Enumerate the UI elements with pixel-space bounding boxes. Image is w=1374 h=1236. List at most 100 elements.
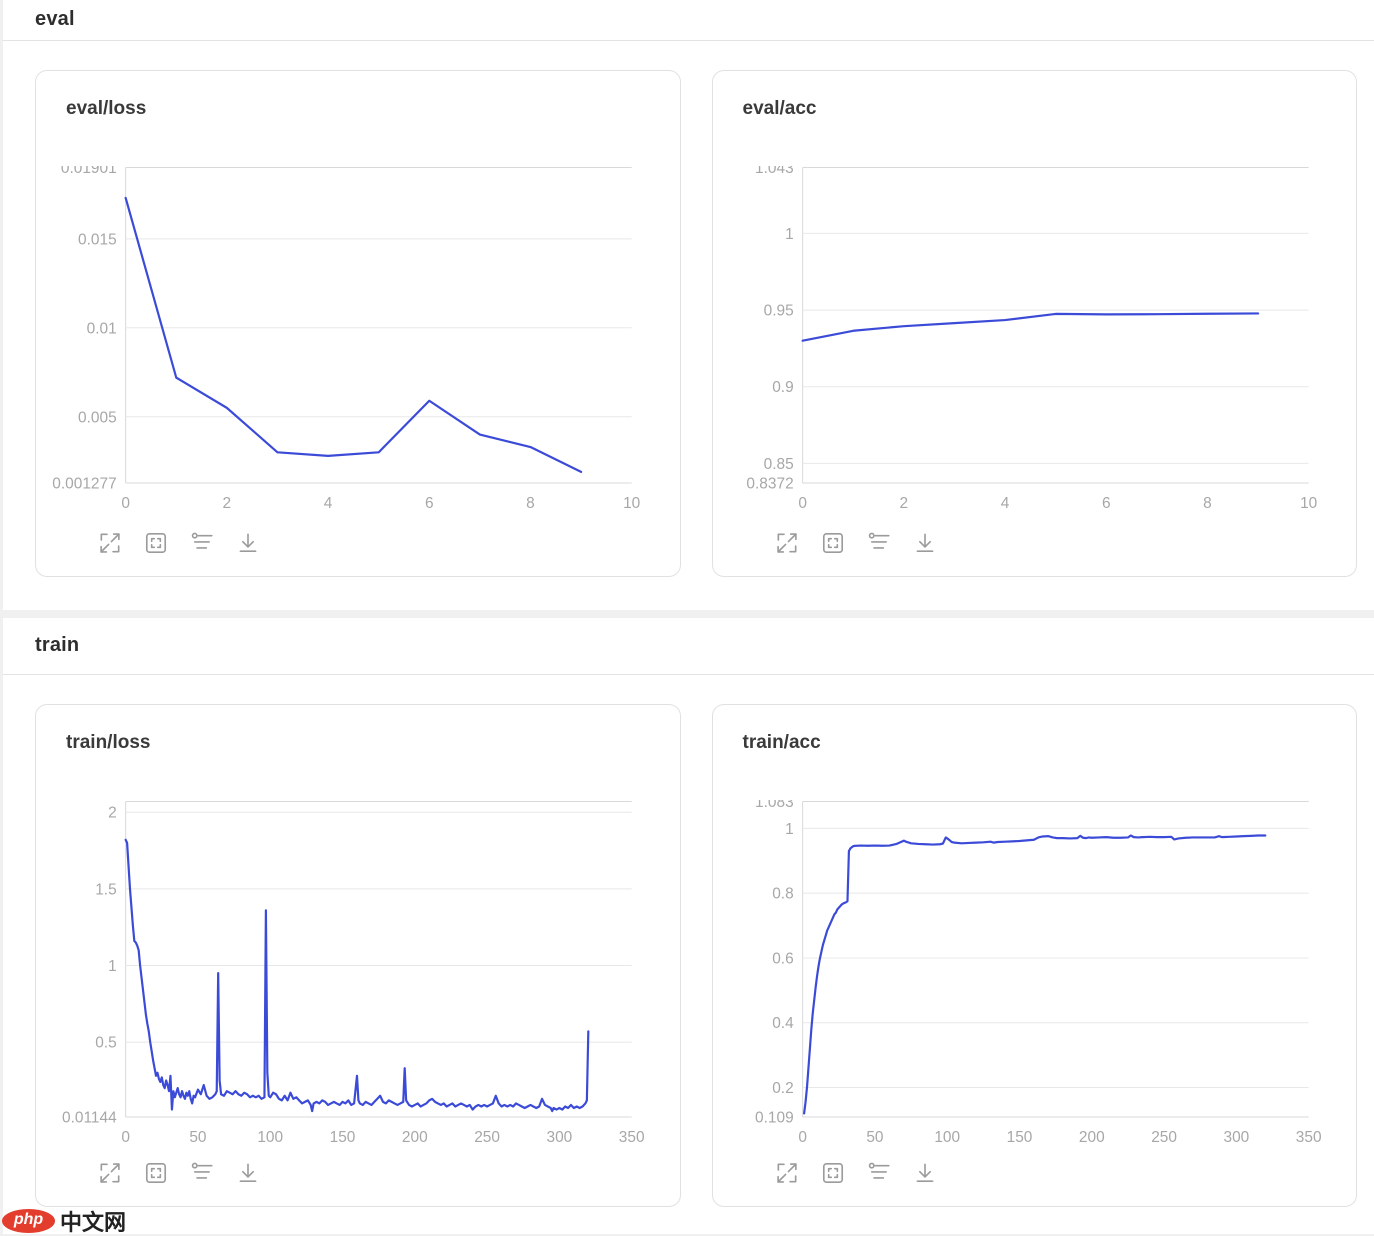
- chart-toolbar: [774, 530, 938, 556]
- svg-text:0.9: 0.9: [772, 379, 793, 396]
- eval-cards-row: eval/loss 0.01901 0.015 0.01 0.005 0.001277 0…: [3, 41, 1374, 610]
- svg-text:0: 0: [798, 1129, 807, 1146]
- svg-text:2: 2: [223, 495, 232, 512]
- smoothing-filter-icon: [191, 532, 213, 549]
- eval-section-header: eval: [3, 0, 1374, 41]
- svg-text:250: 250: [1151, 1129, 1177, 1146]
- download-icon[interactable]: [912, 1160, 938, 1186]
- expand-icon[interactable]: [97, 1160, 123, 1186]
- svg-text:0.005: 0.005: [78, 409, 117, 426]
- svg-text:0.8: 0.8: [772, 886, 793, 903]
- php-logo-badge: php: [2, 1209, 55, 1233]
- svg-text:300: 300: [1223, 1129, 1249, 1146]
- svg-text:0.2: 0.2: [772, 1080, 793, 1097]
- svg-text:100: 100: [257, 1129, 283, 1146]
- smoothing-filter-icon[interactable]: [189, 530, 215, 556]
- fit-view-icon: [145, 532, 167, 554]
- section-divider: [0, 610, 1374, 618]
- fit-view-icon: [145, 1162, 167, 1184]
- train-section: train train/loss 2 1.5 1 0.5 0.01144 0 50 100 15…: [3, 618, 1374, 1234]
- svg-text:150: 150: [1006, 1129, 1032, 1146]
- svg-text:6: 6: [1101, 495, 1110, 512]
- download-icon[interactable]: [912, 530, 938, 556]
- svg-text:300: 300: [547, 1129, 573, 1146]
- fit-view-icon: [822, 532, 843, 554]
- svg-text:0.6: 0.6: [772, 950, 793, 967]
- chart-toolbar: [97, 1160, 261, 1186]
- svg-text:0.8372: 0.8372: [746, 475, 793, 492]
- smoothing-filter-icon[interactable]: [866, 530, 892, 556]
- download-icon: [239, 1163, 257, 1182]
- chart-title: train/loss: [66, 732, 151, 753]
- svg-text:1: 1: [785, 226, 794, 243]
- fit-view-icon: [822, 1162, 843, 1184]
- svg-text:4: 4: [1000, 495, 1009, 512]
- svg-text:1: 1: [785, 821, 794, 838]
- chart-card-eval-loss: eval/loss 0.01901 0.015 0.01 0.005 0.001277 0…: [35, 70, 681, 577]
- eval-loss-chart[interactable]: 0.01901 0.015 0.01 0.005 0.001277 0 2 4 6 8 10: [36, 166, 680, 516]
- chart-card-train-loss: train/loss 2 1.5 1 0.5 0.01144 0 50 100 150 200 25…: [35, 704, 681, 1207]
- svg-text:0.85: 0.85: [763, 456, 793, 473]
- download-icon: [916, 1163, 933, 1182]
- expand-icon[interactable]: [774, 1160, 800, 1186]
- fit-view-icon[interactable]: [820, 1160, 846, 1186]
- svg-text:10: 10: [1300, 495, 1317, 512]
- svg-text:350: 350: [1295, 1129, 1321, 1146]
- svg-text:0.95: 0.95: [763, 303, 793, 320]
- download-icon[interactable]: [235, 1160, 261, 1186]
- svg-text:2: 2: [899, 495, 908, 512]
- svg-text:100: 100: [934, 1129, 960, 1146]
- svg-text:250: 250: [474, 1129, 500, 1146]
- svg-text:200: 200: [402, 1129, 428, 1146]
- smoothing-filter-icon: [868, 1162, 890, 1179]
- svg-text:8: 8: [1203, 495, 1212, 512]
- expand-icon: [776, 1163, 797, 1183]
- expand-icon[interactable]: [774, 530, 800, 556]
- chart-toolbar: [774, 1160, 938, 1186]
- svg-text:0.01901: 0.01901: [61, 166, 117, 177]
- fit-view-icon[interactable]: [820, 530, 846, 556]
- chart-toolbar: [97, 530, 261, 556]
- svg-text:200: 200: [1078, 1129, 1104, 1146]
- fit-view-icon[interactable]: [143, 530, 169, 556]
- smoothing-filter-icon[interactable]: [866, 1160, 892, 1186]
- section-title-eval: eval: [35, 8, 75, 30]
- svg-text:0.01144: 0.01144: [62, 1109, 117, 1126]
- expand-icon: [100, 1163, 120, 1183]
- svg-text:50: 50: [866, 1129, 883, 1146]
- expand-icon: [776, 533, 797, 553]
- smoothing-filter-icon[interactable]: [189, 1160, 215, 1186]
- eval-section: eval eval/loss 0.01901 0.015 0.01 0.005 0.00…: [3, 0, 1374, 610]
- svg-text:0.01: 0.01: [87, 320, 117, 337]
- download-icon: [239, 533, 257, 552]
- eval-acc-chart[interactable]: 1.043 1 0.95 0.9 0.85 0.8372 0 2 4 6 8 10: [713, 166, 1357, 516]
- svg-text:0.4: 0.4: [772, 1015, 794, 1032]
- php-logo-text: 中文网: [60, 1210, 127, 1235]
- svg-text:4: 4: [324, 495, 333, 512]
- svg-text:0: 0: [798, 495, 807, 512]
- chart-card-train-acc: train/acc 1.083 1 0.8 0.6 0.4 0.2 0.109 0 50 100 1…: [711, 704, 1357, 1207]
- svg-text:50: 50: [189, 1129, 206, 1146]
- svg-text:0.109: 0.109: [755, 1109, 794, 1126]
- svg-text:10: 10: [623, 495, 640, 512]
- fit-view-icon[interactable]: [143, 1160, 169, 1186]
- chart-title: train/acc: [742, 732, 821, 753]
- train-cards-row: train/loss 2 1.5 1 0.5 0.01144 0 50 100 150 200 25…: [3, 675, 1374, 1230]
- svg-text:0.015: 0.015: [78, 231, 117, 248]
- svg-text:150: 150: [330, 1129, 356, 1146]
- svg-text:1.043: 1.043: [755, 166, 794, 177]
- svg-text:0: 0: [121, 495, 130, 512]
- download-icon: [916, 533, 933, 552]
- svg-text:0: 0: [121, 1129, 130, 1146]
- svg-text:2: 2: [108, 805, 117, 822]
- svg-text:8: 8: [526, 495, 535, 512]
- download-icon[interactable]: [235, 530, 261, 556]
- train-section-header: train: [3, 618, 1374, 675]
- svg-text:350: 350: [619, 1129, 645, 1146]
- svg-text:1: 1: [108, 958, 117, 975]
- chart-card-eval-acc: eval/acc 1.043 1 0.95 0.9 0.85 0.8372 0 2 4 6 8 10: [711, 70, 1357, 577]
- expand-icon[interactable]: [97, 530, 123, 556]
- svg-text:1.5: 1.5: [95, 881, 116, 898]
